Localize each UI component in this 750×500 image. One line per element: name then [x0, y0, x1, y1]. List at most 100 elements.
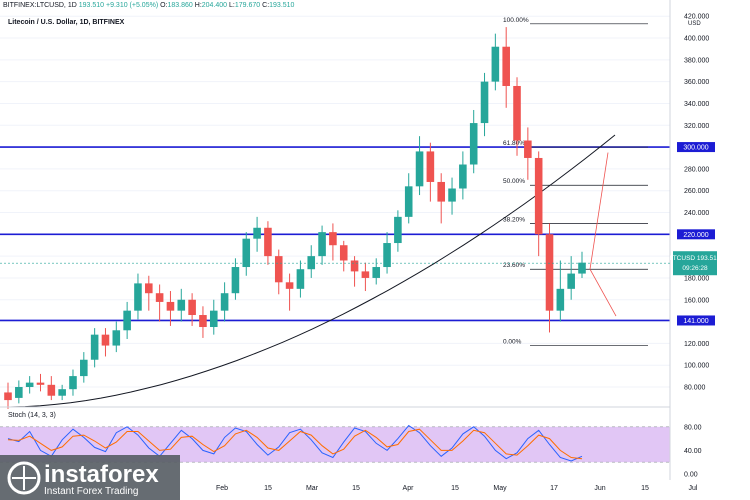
level-price-badge — [677, 229, 715, 240]
high-value: 204.400 — [201, 2, 228, 9]
candle-body — [101, 334, 110, 346]
fib-label: 23.60% — [503, 262, 525, 269]
candle-body — [318, 232, 326, 257]
y-tick-label: 420.000 — [684, 14, 709, 21]
candle-body — [556, 288, 565, 311]
stoch-d-line — [7, 428, 583, 460]
x-tick-label: 17 — [550, 485, 558, 492]
close-label: C: — [262, 2, 270, 9]
fib-label: 50.00% — [503, 178, 525, 185]
level-price-badge — [677, 142, 715, 153]
level-price-label: 220.000 — [683, 232, 708, 239]
low-value: 179.670 — [234, 2, 261, 9]
stoch-tick-label: 80.00 — [684, 424, 702, 431]
level-price-label: 141.000 — [683, 318, 708, 325]
close-value: 193.510 — [269, 2, 295, 9]
candle-body — [209, 310, 218, 328]
candle-body — [459, 164, 467, 189]
candle-body — [350, 260, 359, 272]
candle-body — [480, 81, 489, 124]
open-value: 183.860 — [167, 2, 193, 9]
y-tick-label: 380.000 — [684, 57, 709, 64]
open-label: O: — [160, 2, 168, 9]
y-tick-label: 160.000 — [684, 297, 709, 304]
y-tick-label: 120.000 — [684, 341, 709, 348]
candle-body — [404, 186, 413, 217]
candle-body — [69, 376, 77, 390]
level-price-badge — [677, 315, 715, 326]
y-tick-label: 80.000 — [684, 385, 706, 392]
level-price-label: 300.000 — [683, 145, 708, 152]
chart-subtitle: Litecoin / U.S. Dollar, 1D, BITFINEX — [8, 19, 125, 26]
instaforex-logo: instaforex Instant Forex Trading — [0, 455, 180, 500]
candle-body — [155, 293, 164, 302]
candle-body — [426, 151, 435, 182]
candle-body — [578, 262, 586, 274]
candle-body — [58, 389, 66, 396]
x-tick-label: Jun — [594, 485, 605, 492]
candle-body — [242, 238, 251, 268]
y-tick-label: 100.000 — [684, 363, 709, 370]
logo-mark-icon — [7, 461, 41, 495]
candle-body — [25, 382, 34, 387]
candle-body — [394, 216, 402, 244]
last-price-badge — [673, 251, 717, 276]
candle-body — [15, 387, 23, 398]
last-price-symbol: LTCUSD 193.510 — [670, 255, 721, 262]
candle-body — [524, 140, 532, 158]
price-change: +9.310 (+5.05%) — [106, 2, 159, 9]
brand-name: instaforex — [44, 461, 159, 488]
candle-body — [134, 283, 142, 311]
bar-countdown: 09:26:28 — [682, 265, 708, 272]
x-tick-label: 15 — [264, 485, 272, 492]
y-tick-label: 240.000 — [684, 210, 709, 217]
candle-body — [145, 283, 153, 294]
x-tick-label: Feb — [216, 485, 228, 492]
candle-body — [188, 299, 196, 316]
candle-body — [231, 267, 240, 294]
y-tick-label: 180.000 — [684, 275, 709, 282]
candle-body — [166, 301, 175, 311]
candle-body — [534, 157, 543, 235]
y-tick-label: 260.000 — [684, 188, 709, 195]
candle-body — [448, 188, 456, 202]
symbol-label[interactable]: BITFINEX:LTCUSD, 1D — [3, 2, 77, 9]
y-tick-label: 280.000 — [684, 166, 709, 173]
fib-label: 61.80% — [503, 140, 525, 147]
candle-body — [177, 299, 186, 311]
candle-body — [112, 330, 121, 346]
candle-body — [80, 359, 88, 377]
x-tick-label: Apr — [403, 485, 415, 492]
x-tick-label: 15 — [352, 485, 360, 492]
candle-body — [415, 151, 424, 187]
x-tick-label: Mar — [306, 485, 319, 492]
brand-tagline: Instant Forex Trading — [44, 486, 139, 497]
y-tick-label: 360.000 — [684, 79, 709, 86]
candle-body — [545, 234, 554, 311]
candle-body — [383, 243, 391, 268]
candle-body — [469, 123, 478, 165]
high-label: H: — [194, 2, 202, 9]
candle-body — [264, 227, 272, 257]
y-tick-label: 320.000 — [684, 123, 709, 130]
candle-body — [491, 46, 500, 82]
x-tick-label: 15 — [451, 485, 459, 492]
candle-body — [296, 269, 305, 289]
x-tick-label: Jul — [689, 485, 698, 492]
candle-body — [372, 267, 381, 278]
stoch-tick-label: 0.00 — [684, 472, 698, 479]
candle-body — [36, 382, 45, 385]
candle-body — [339, 245, 348, 261]
candle-body — [502, 46, 510, 86]
x-tick-label: 15 — [641, 485, 649, 492]
low-label: L: — [229, 2, 235, 9]
projection-up-arrow — [589, 152, 609, 270]
candle-body — [47, 384, 56, 396]
candle-body — [274, 256, 283, 283]
last-price: 193.510 — [78, 2, 105, 9]
symbol-header: BITFINEX:LTCUSD, 1D 193.510 +9.310 (+5.0… — [3, 2, 294, 9]
candle-body — [361, 271, 370, 278]
y-unit-label: USD — [688, 21, 701, 27]
